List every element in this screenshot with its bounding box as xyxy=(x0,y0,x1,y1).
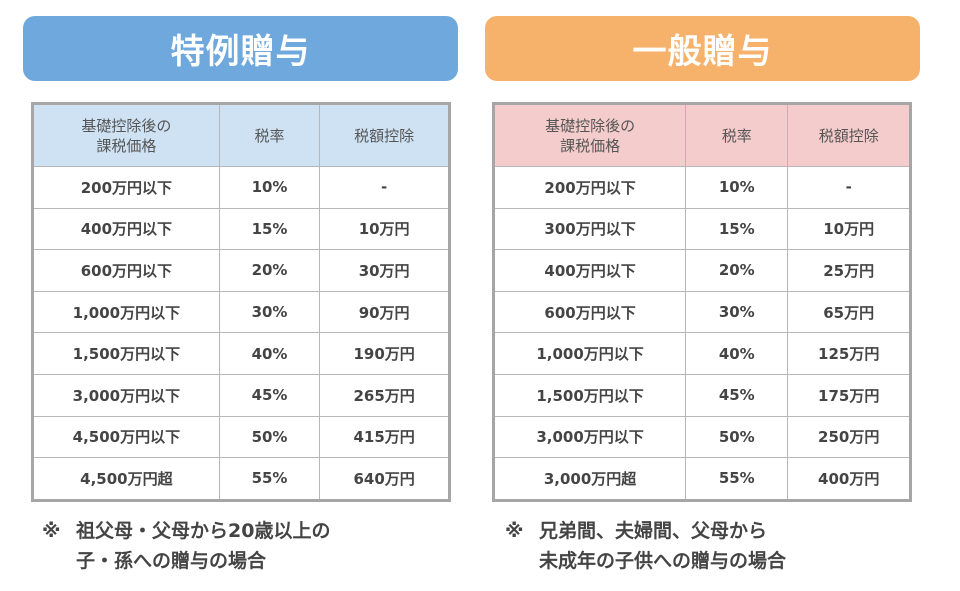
cell-tax-rate: 10% xyxy=(685,166,789,209)
cell-tax-rate: 40% xyxy=(218,332,321,375)
table-row: 4,500万円以下 50% 415万円 xyxy=(32,415,450,459)
note-mark: ※ xyxy=(505,520,524,542)
header-line: 課税価格 xyxy=(96,136,157,155)
cell-tax-rate: 50% xyxy=(218,415,321,459)
cell-deduction: 10万円 xyxy=(319,207,450,251)
header-tax-rate: 税率 xyxy=(685,103,789,167)
cell-taxable-amount: 200万円以下 xyxy=(492,166,687,209)
cell-deduction: 265万円 xyxy=(319,373,450,417)
table-row: 200万円以下 10% - xyxy=(492,166,911,209)
cell-deduction: 125万円 xyxy=(787,332,911,375)
table-row: 600万円以下 30% 65万円 xyxy=(492,290,911,334)
cell-tax-rate: 15% xyxy=(685,207,789,251)
cell-taxable-amount: 1,500万円以下 xyxy=(32,332,220,375)
cell-tax-rate: 20% xyxy=(685,249,789,292)
table-row: 3,000万円超 55% 400万円 xyxy=(492,457,911,501)
note-line: 子・孫への贈与の場合 xyxy=(76,550,267,572)
cell-tax-rate: 10% xyxy=(218,166,321,209)
cell-tax-rate: 40% xyxy=(685,332,789,375)
table-row: 3,000万円以下 50% 250万円 xyxy=(492,415,911,459)
cell-taxable-amount: 4,500万円超 xyxy=(32,457,220,501)
table-row: 200万円以下 10% - xyxy=(32,166,450,209)
cell-deduction: 10万円 xyxy=(787,207,911,251)
table-row: 3,000万円以下 45% 265万円 xyxy=(32,373,450,417)
cell-taxable-amount: 3,000万円以下 xyxy=(492,415,687,459)
table-row: 1,000万円以下 40% 125万円 xyxy=(492,332,911,375)
cell-taxable-amount: 400万円以下 xyxy=(492,249,687,292)
general-gift-note: ※ 兄弟間、夫婦間、父母から 未成年の子供への贈与の場合 xyxy=(505,516,786,576)
cell-taxable-amount: 200万円以下 xyxy=(32,166,220,209)
special-gift-note: ※ 祖父母・父母から20歳以上の 子・孫への贈与の場合 xyxy=(42,516,330,576)
special-gift-banner: 特例贈与 xyxy=(23,16,458,81)
cell-tax-rate: 30% xyxy=(685,290,789,334)
cell-tax-rate: 20% xyxy=(218,249,321,292)
table-row: 4,500万円超 55% 640万円 xyxy=(32,457,450,501)
cell-deduction: 250万円 xyxy=(787,415,911,459)
table-row: 300万円以下 15% 10万円 xyxy=(492,207,911,251)
cell-taxable-amount: 3,000万円以下 xyxy=(32,373,220,417)
header-deduction: 税額控除 xyxy=(319,103,450,167)
cell-deduction: 415万円 xyxy=(319,415,450,459)
note-line: 祖父母・父母から20歳以上の xyxy=(76,520,331,542)
header-taxable-amount: 基礎控除後の 課税価格 xyxy=(32,103,220,167)
cell-tax-rate: 45% xyxy=(685,373,789,417)
header-taxable-amount: 基礎控除後の 課税価格 xyxy=(492,103,687,167)
cell-deduction: 65万円 xyxy=(787,290,911,334)
cell-tax-rate: 55% xyxy=(218,457,321,501)
table-row: 400万円以下 20% 25万円 xyxy=(492,249,911,292)
table-row: 400万円以下 15% 10万円 xyxy=(32,207,450,251)
cell-deduction: - xyxy=(787,166,911,209)
cell-taxable-amount: 300万円以下 xyxy=(492,207,687,251)
note-line: 兄弟間、夫婦間、父母から xyxy=(539,520,768,542)
cell-deduction: 90万円 xyxy=(319,290,450,334)
table-row: 1,000万円以下 30% 90万円 xyxy=(32,290,450,334)
header-line: 基礎控除後の xyxy=(81,116,172,135)
cell-deduction: 25万円 xyxy=(787,249,911,292)
note-line: 未成年の子供への贈与の場合 xyxy=(539,550,787,572)
header-line: 課税価格 xyxy=(560,136,621,155)
table-row: 1,500万円以下 45% 175万円 xyxy=(492,373,911,417)
cell-tax-rate: 55% xyxy=(685,457,789,501)
cell-deduction: 640万円 xyxy=(319,457,450,501)
general-gift-tax-table: 基礎控除後の 課税価格 税率 税額控除 200万円以下 10% -300万円以下 15% 10万… xyxy=(492,102,912,502)
general-gift-banner: 一般贈与 xyxy=(485,16,920,81)
cell-taxable-amount: 400万円以下 xyxy=(32,207,220,251)
cell-taxable-amount: 1,000万円以下 xyxy=(32,290,220,334)
cell-taxable-amount: 600万円以下 xyxy=(492,290,687,334)
header-row: 基礎控除後の 課税価格 税率 税額控除 xyxy=(32,103,450,167)
cell-taxable-amount: 4,500万円以下 xyxy=(32,415,220,459)
special-gift-tax-table: 基礎控除後の 課税価格 税率 税額控除 200万円以下 10% -400万円以下 15% 10万… xyxy=(31,102,451,502)
cell-taxable-amount: 1,000万円以下 xyxy=(492,332,687,375)
cell-taxable-amount: 3,000万円超 xyxy=(492,457,687,501)
cell-deduction: 30万円 xyxy=(319,249,450,292)
cell-tax-rate: 15% xyxy=(218,207,321,251)
cell-tax-rate: 45% xyxy=(218,373,321,417)
header-line: 基礎控除後の xyxy=(545,116,636,135)
cell-deduction: - xyxy=(319,166,450,209)
cell-taxable-amount: 1,500万円以下 xyxy=(492,373,687,417)
header-row: 基礎控除後の 課税価格 税率 税額控除 xyxy=(492,103,911,167)
cell-taxable-amount: 600万円以下 xyxy=(32,249,220,292)
header-tax-rate: 税率 xyxy=(218,103,321,167)
cell-tax-rate: 50% xyxy=(685,415,789,459)
cell-deduction: 175万円 xyxy=(787,373,911,417)
header-deduction: 税額控除 xyxy=(787,103,911,167)
table-row: 1,500万円以下 40% 190万円 xyxy=(32,332,450,375)
table-row: 600万円以下 20% 30万円 xyxy=(32,249,450,292)
note-mark: ※ xyxy=(42,520,61,542)
cell-deduction: 190万円 xyxy=(319,332,450,375)
cell-tax-rate: 30% xyxy=(218,290,321,334)
cell-deduction: 400万円 xyxy=(787,457,911,501)
